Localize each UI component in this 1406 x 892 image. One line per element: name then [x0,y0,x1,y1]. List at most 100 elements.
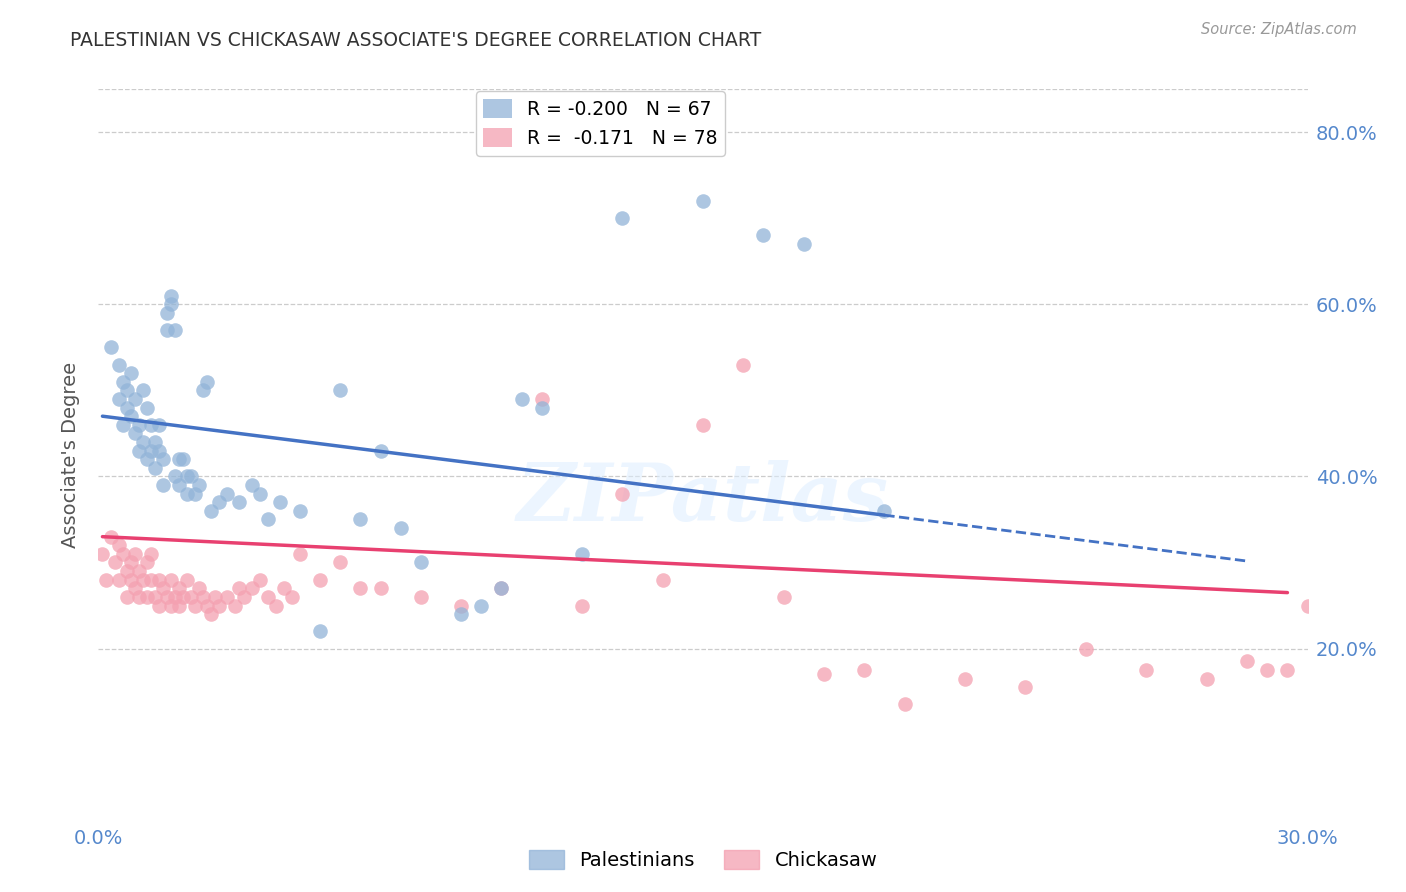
Point [873,504,896,518]
Point [188,582,211,596]
Point [193,590,215,604]
Point [188,478,211,492]
Point [180,590,202,604]
Point [156,590,179,604]
Point [200,504,222,518]
Point [510,392,533,406]
Point [139,547,162,561]
Point [193,384,215,398]
Point [167,478,190,492]
Point [139,573,162,587]
Point [128,417,150,432]
Point [176,469,198,483]
Point [309,624,332,639]
Point [184,599,207,613]
Point [208,599,231,613]
Point [232,590,254,604]
Point [329,556,352,570]
Point [91,547,114,561]
Point [107,538,129,552]
Point [530,401,553,415]
Point [256,512,278,526]
Point [156,306,179,320]
Point [107,573,129,587]
Point [152,478,174,492]
Point [156,323,179,337]
Point [139,443,162,458]
Point [132,435,155,450]
Point [240,478,263,492]
Point [111,547,134,561]
Point [793,237,815,252]
Point [195,375,218,389]
Point [160,297,183,311]
Point [1074,641,1097,656]
Point [148,573,170,587]
Point [176,573,198,587]
Point [128,443,150,458]
Point [124,426,146,441]
Point [409,556,432,570]
Point [571,547,593,561]
Point [139,417,162,432]
Point [240,582,263,596]
Point [450,599,472,613]
Point [281,590,304,604]
Point [143,590,166,604]
Point [224,599,246,613]
Point [1014,680,1036,694]
Text: Source: ZipAtlas.com: Source: ZipAtlas.com [1201,22,1357,37]
Point [692,417,714,432]
Point [409,590,432,604]
Point [217,590,239,604]
Point [733,358,755,372]
Point [124,547,146,561]
Point [309,573,332,587]
Point [200,607,222,621]
Point [370,443,392,458]
Point [249,573,271,587]
Point [180,469,202,483]
Point [184,486,207,500]
Point [450,607,472,621]
Point [160,573,183,587]
Point [208,495,231,509]
Point [132,384,155,398]
Point [135,401,157,415]
Point [152,452,174,467]
Point [470,599,492,613]
Point [135,556,157,570]
Point [288,504,311,518]
Point [651,573,673,587]
Point [256,590,278,604]
Point [148,417,170,432]
Point [120,366,142,380]
Point [143,460,166,475]
Point [132,573,155,587]
Point [172,452,194,467]
Point [115,384,138,398]
Point [120,556,142,570]
Point [389,521,412,535]
Point [143,435,166,450]
Point [107,392,129,406]
Point [1236,655,1258,669]
Point [204,590,226,604]
Point [853,663,876,677]
Point [160,289,183,303]
Point [491,582,513,596]
Point [160,599,183,613]
Point [264,599,287,613]
Point [100,340,122,354]
Point [115,590,138,604]
Point [195,599,218,613]
Point [148,599,170,613]
Point [217,486,239,500]
Point [370,582,392,596]
Point [176,486,198,500]
Legend: R = -0.200   N = 67, R =  -0.171   N = 78: R = -0.200 N = 67, R = -0.171 N = 78 [475,91,724,155]
Point [249,486,271,500]
Point [148,443,170,458]
Point [893,698,915,712]
Point [228,495,250,509]
